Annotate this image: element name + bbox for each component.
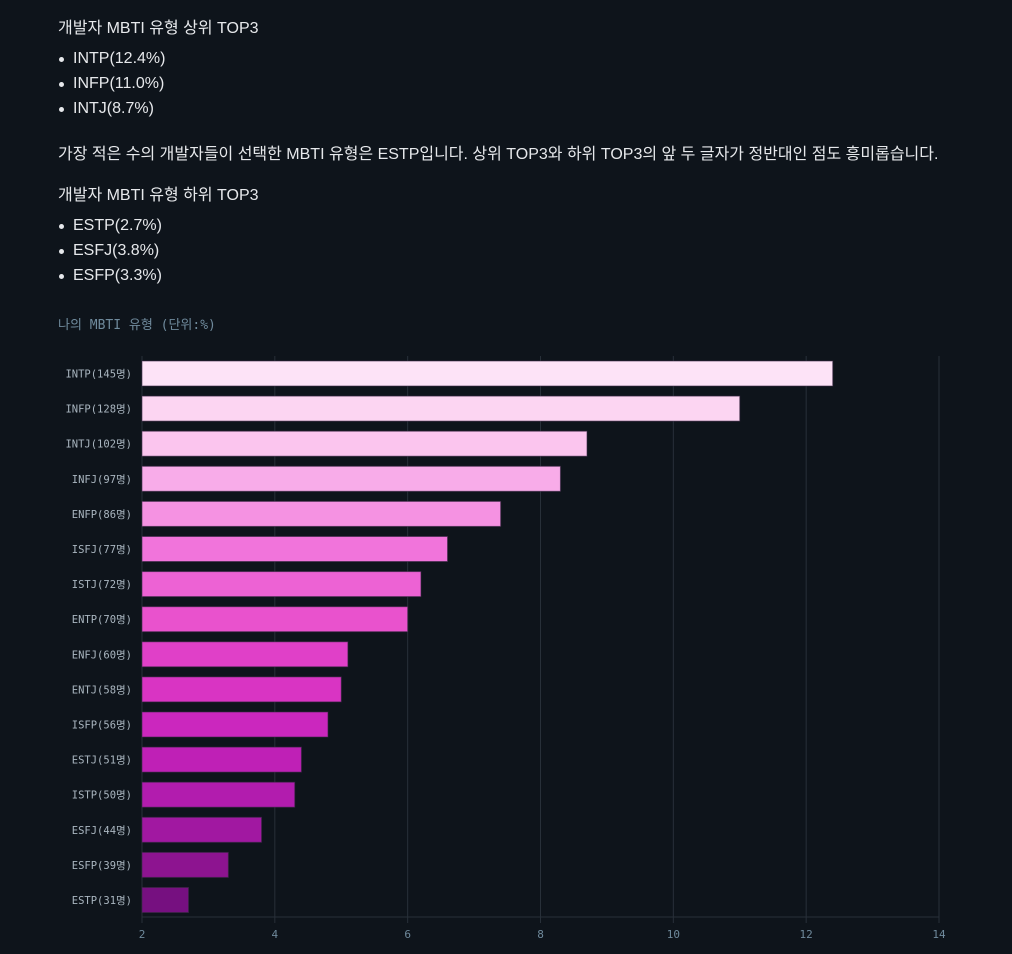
bar[interactable] [141,500,502,527]
bar[interactable] [141,360,834,387]
x-tick-label: 8 [537,928,544,941]
bar[interactable] [141,571,422,598]
list-item: INTP(12.4%) [58,46,165,71]
bar[interactable] [141,641,349,668]
bar[interactable] [141,430,588,457]
list-item: ESFJ(3.8%) [58,238,162,263]
y-tick-label: ENTJ(58명) [72,684,132,696]
x-tick-label: 10 [667,928,680,941]
bar[interactable] [141,606,409,633]
y-tick-label: ENFJ(60명) [72,649,132,661]
list-item: ESTP(2.7%) [58,213,162,238]
y-tick-label: ENFP(86명) [72,509,132,521]
bar[interactable] [141,887,189,913]
y-tick-label: ISFJ(77명) [72,544,132,556]
bar[interactable] [141,465,561,492]
bar[interactable] [141,851,229,878]
y-tick-label: ESFJ(44명) [72,825,132,837]
y-tick-label: INTJ(102명) [65,439,132,451]
top3-heading: 개발자 MBTI 유형 상위 TOP3 [58,20,259,37]
y-tick-label: INFJ(97명) [72,474,132,486]
bottom3-list: ESTP(2.7%) ESFJ(3.8%) ESFP(3.3%) [58,213,162,288]
bar[interactable] [141,711,329,738]
bar[interactable] [141,746,302,773]
bar[interactable] [141,781,296,808]
y-tick-label: ESTP(31명) [72,895,132,907]
y-tick-label: INTP(145명) [65,369,132,381]
bottom3-heading: 개발자 MBTI 유형 하위 TOP3 [58,187,259,204]
bars [141,360,834,913]
mbti-bar-chart: INTP(145명) INFP(128명) INTJ(102명) INFJ(97명) E… [65,356,946,941]
bar[interactable] [141,816,263,843]
list-item: INFP(11.0%) [58,71,165,96]
y-tick-label: ISTJ(72명) [72,579,132,591]
bar[interactable] [141,536,449,562]
bar[interactable] [141,395,741,422]
x-tick-label: 6 [404,928,411,941]
y-tick-label: ESTJ(51명) [72,755,132,767]
y-tick-label: ISTP(50명) [72,790,132,802]
x-tick-label: 14 [932,928,946,941]
y-tick-label: INFP(128명) [65,404,132,416]
y-tick-label: ESFP(39명) [72,860,132,872]
bar[interactable] [141,676,342,703]
y-tick-label: ENTP(70명) [72,614,132,626]
chart-title: 나의 MBTI 유형 (단위:%) [58,318,216,333]
top3-list: INTP(12.4%) INFP(11.0%) INTJ(8.7%) [58,46,165,121]
y-tick-label: ISFP(56명) [72,720,132,732]
summary-paragraph: 가장 적은 수의 개발자들이 선택한 MBTI 유형은 ESTP입니다. 상위 … [58,146,939,163]
x-tick-label: 12 [800,928,813,941]
x-axis-labels: 2 4 6 8 10 12 14 [139,928,946,941]
list-item: INTJ(8.7%) [58,96,165,121]
y-axis-labels: INTP(145명) INFP(128명) INTJ(102명) INFJ(97명) E… [65,369,132,908]
list-item: ESFP(3.3%) [58,263,162,288]
x-tick-label: 4 [272,928,279,941]
x-tick-label: 2 [139,928,146,941]
